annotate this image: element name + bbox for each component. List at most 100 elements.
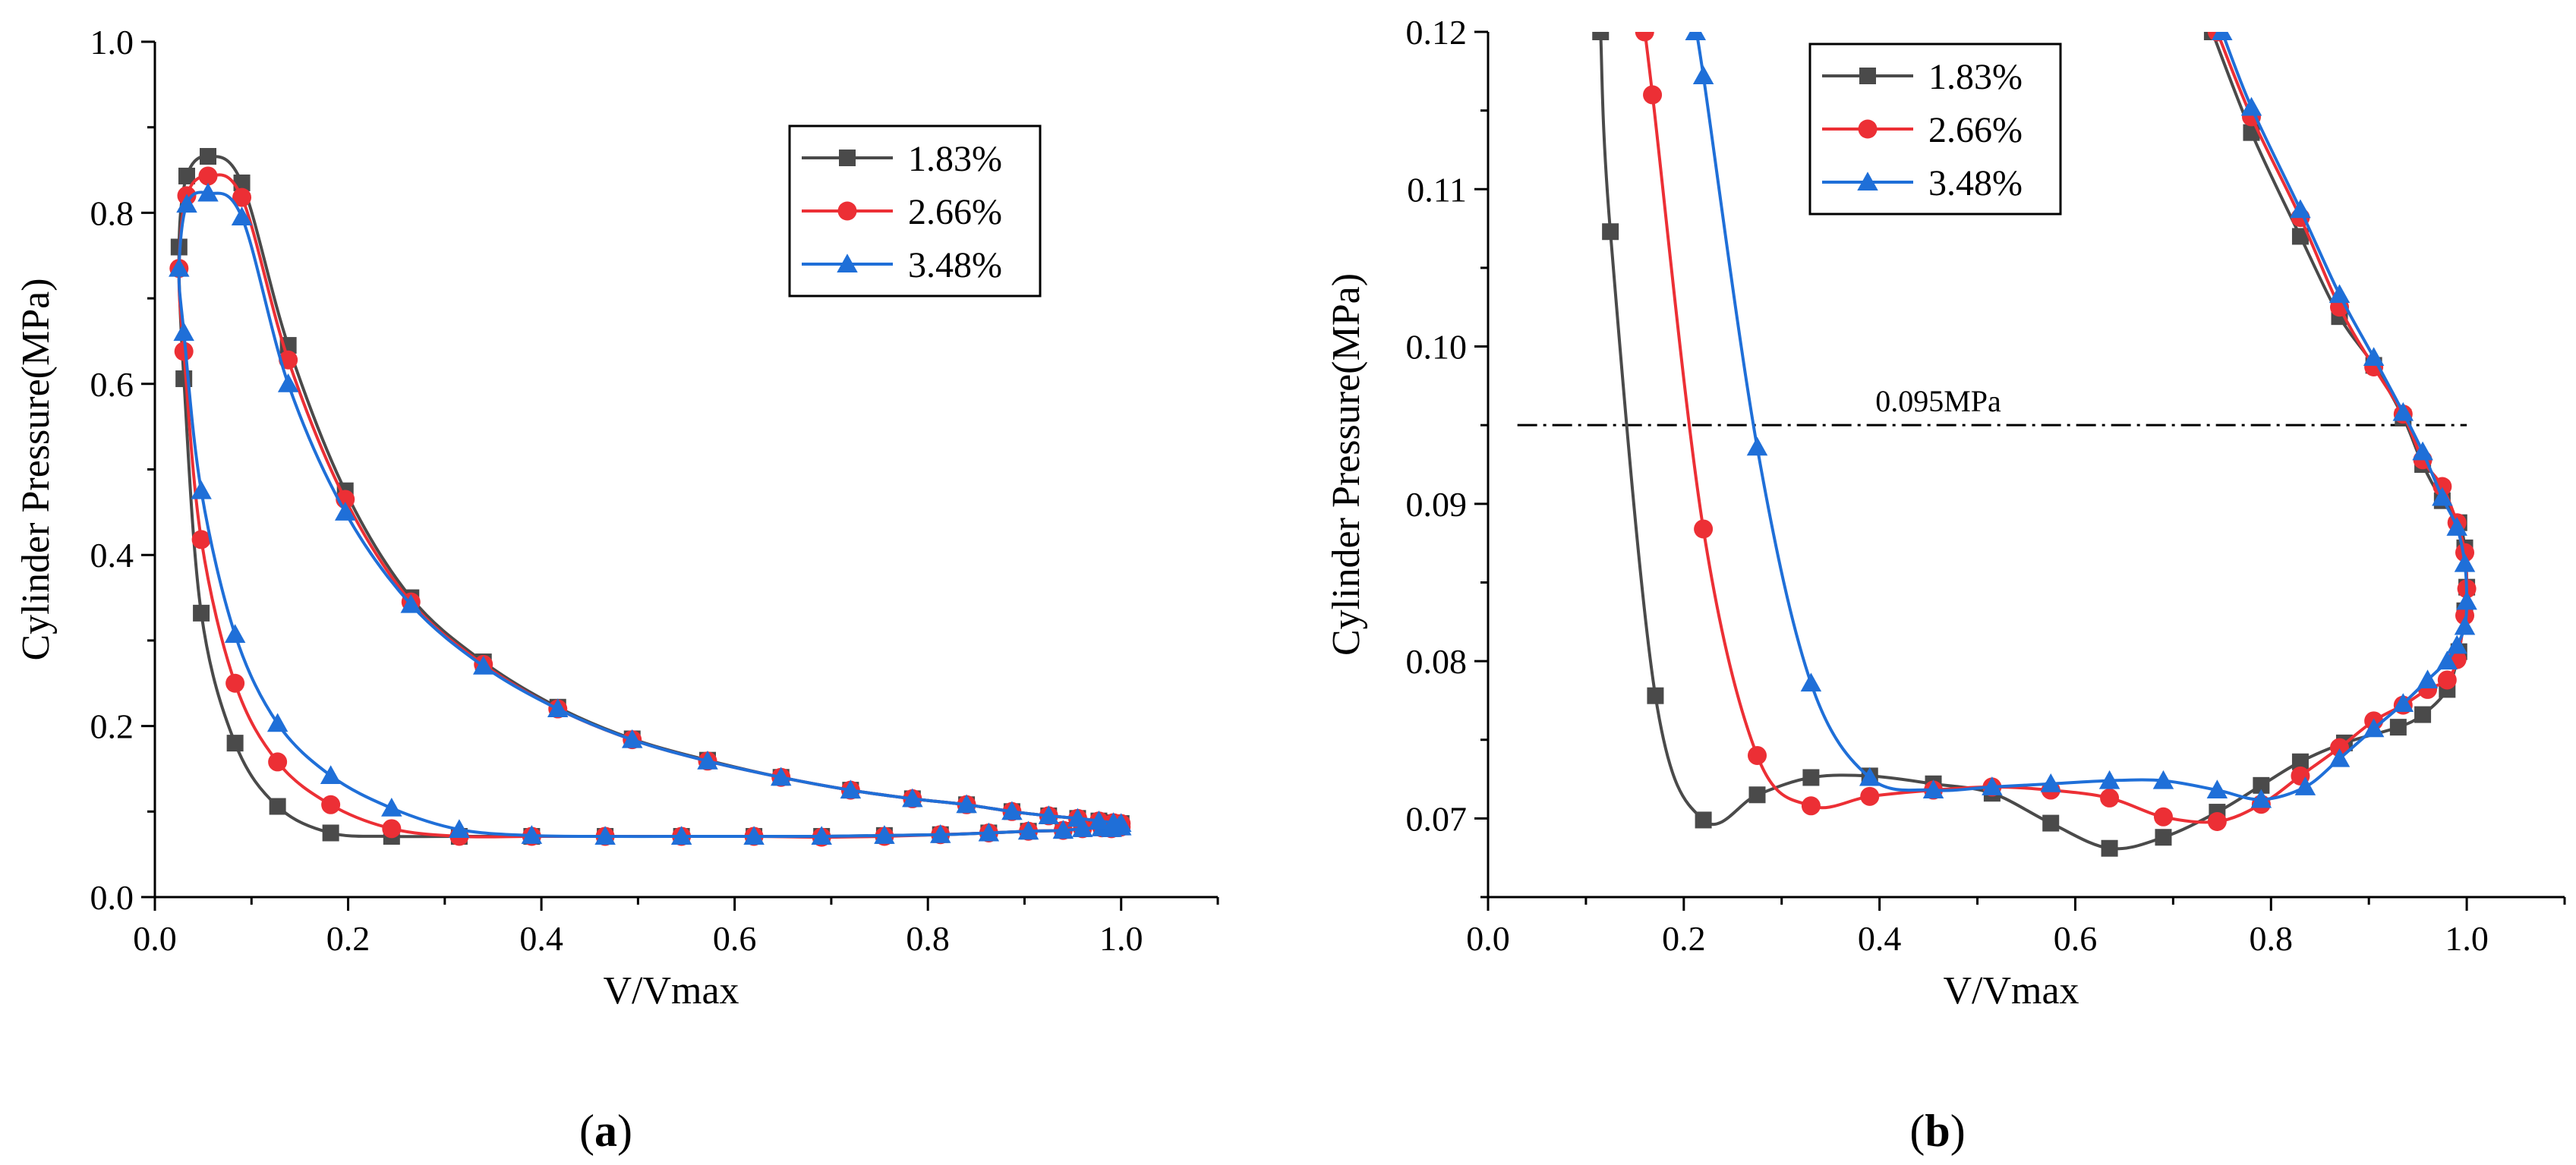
data-point — [2436, 650, 2458, 670]
data-point — [1746, 436, 1768, 456]
x-tick-label: 0.6 — [2054, 919, 2098, 958]
legend-label: 2.66% — [908, 192, 1002, 232]
data-point — [2417, 669, 2439, 688]
data-point — [449, 819, 470, 838]
data-point — [472, 655, 494, 675]
data-point — [2328, 748, 2351, 767]
data-point — [1860, 786, 1880, 806]
y-tick-label: 0.12 — [1406, 13, 1468, 52]
data-point — [193, 604, 210, 622]
data-point — [2446, 634, 2467, 654]
data-point — [2294, 776, 2316, 795]
data-point — [621, 729, 643, 748]
data-point — [1635, 32, 1654, 42]
data-point — [176, 194, 197, 213]
data-point — [2389, 719, 2407, 736]
data-point — [743, 826, 765, 845]
data-point — [2101, 839, 2118, 857]
data-point — [2432, 486, 2453, 506]
data-point — [382, 819, 402, 839]
data-point — [2040, 773, 2061, 792]
x-tick-label: 0.2 — [1662, 919, 1706, 958]
data-point — [2437, 670, 2457, 690]
data-point — [1647, 687, 1664, 704]
x-tick-label: 1.0 — [1099, 919, 1143, 958]
data-point — [2207, 812, 2227, 832]
data-point — [2456, 590, 2477, 610]
data-point — [1001, 801, 1023, 820]
series-3 — [1685, 32, 2477, 808]
data-point — [2392, 693, 2414, 713]
data-point — [956, 794, 977, 814]
panel-letter: b — [1925, 1106, 1950, 1156]
panel-label: (a) — [579, 1106, 632, 1156]
x-tick-label: 1.0 — [2445, 919, 2489, 958]
data-point — [169, 257, 190, 277]
data-point — [1748, 786, 1766, 804]
data-point — [268, 752, 288, 772]
data-point — [320, 765, 342, 784]
data-point — [594, 826, 616, 845]
data-point — [1859, 767, 1881, 786]
data-point — [1602, 223, 1619, 241]
y-tick-label: 0.09 — [1406, 485, 1468, 524]
data-point — [2212, 32, 2233, 40]
data-point — [2454, 553, 2476, 572]
data-point — [198, 166, 218, 186]
x-tick-label: 0.4 — [519, 919, 563, 958]
data-point — [840, 779, 862, 799]
data-point — [521, 825, 543, 844]
data-point — [191, 480, 212, 499]
data-point — [2392, 401, 2414, 421]
legend-label: 2.66% — [1928, 110, 2023, 150]
data-point — [1748, 745, 1767, 765]
data-point — [2240, 96, 2262, 116]
data-point — [231, 206, 253, 226]
data-point — [1110, 813, 1132, 833]
data-point — [1052, 820, 1074, 839]
data-point — [2250, 789, 2272, 808]
legend-label: 3.48% — [1928, 163, 2023, 203]
legend-label: 3.48% — [908, 245, 1002, 285]
data-point — [2042, 814, 2060, 832]
data-point — [2412, 441, 2433, 461]
x-tick-label: 0.0 — [133, 919, 177, 958]
legend-swatch-marker — [1857, 172, 1878, 190]
panel-label-paren: ( — [579, 1106, 594, 1156]
data-point — [2455, 543, 2475, 562]
plot-area — [1592, 32, 2477, 857]
data-point — [1922, 779, 1944, 799]
data-point — [1017, 820, 1039, 840]
panel-label: (b) — [1909, 1106, 1965, 1156]
data-point — [1802, 769, 1820, 786]
data-point — [322, 824, 339, 842]
data-point — [1801, 796, 1821, 816]
legend-swatch-marker — [1859, 68, 1876, 84]
data-point — [200, 148, 216, 165]
data-point — [1800, 672, 1822, 692]
data-point — [902, 788, 923, 808]
data-point — [2291, 753, 2309, 770]
data-point — [334, 502, 356, 521]
data-point — [173, 322, 194, 342]
x-tick-label: 0.8 — [906, 919, 950, 958]
x-tick-label: 0.2 — [326, 919, 370, 958]
y-tick-label: 0.07 — [1406, 799, 1468, 838]
x-axis-title: V/Vmax — [603, 969, 739, 1012]
data-point — [770, 767, 792, 786]
data-point — [2330, 738, 2350, 757]
data-point — [277, 373, 299, 392]
y-tick-label: 0.08 — [1406, 642, 1468, 681]
data-point — [547, 698, 569, 718]
data-point — [2290, 199, 2311, 219]
data-point — [2291, 228, 2309, 245]
y-tick-label: 1.0 — [90, 23, 134, 61]
data-point — [1692, 65, 1714, 85]
x-tick-label: 0.4 — [1858, 919, 1902, 958]
y-tick-label: 0.6 — [90, 365, 134, 404]
data-point — [2152, 770, 2174, 789]
legend-swatch-marker — [839, 150, 856, 166]
panel-label-paren: ( — [1909, 1106, 1925, 1156]
y-tick-label: 0.0 — [90, 878, 134, 917]
